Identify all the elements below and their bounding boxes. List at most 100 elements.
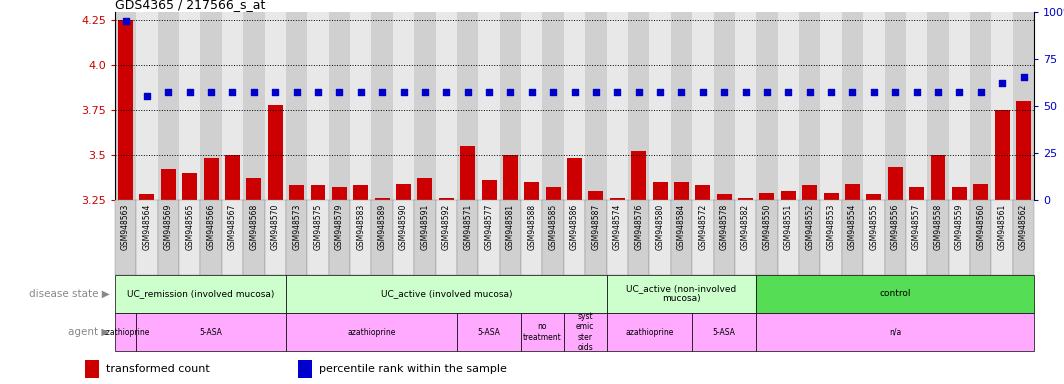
Point <box>310 89 327 96</box>
Point <box>737 89 754 96</box>
Bar <box>696 185 711 200</box>
Bar <box>1013 200 1034 275</box>
Bar <box>757 200 778 275</box>
Bar <box>585 12 606 200</box>
Text: disease state ▶: disease state ▶ <box>29 289 110 299</box>
Bar <box>757 313 1034 351</box>
Bar <box>414 12 435 200</box>
Text: GSM948563: GSM948563 <box>121 204 130 250</box>
Point <box>160 89 177 96</box>
Bar <box>307 12 329 200</box>
Bar <box>909 187 925 200</box>
Bar <box>350 12 371 200</box>
Bar <box>693 313 757 351</box>
Bar <box>802 185 817 200</box>
Point <box>352 89 369 96</box>
Point <box>225 89 242 96</box>
Bar <box>949 200 970 275</box>
Bar <box>157 12 179 200</box>
Text: UC_remission (involved mucosa): UC_remission (involved mucosa) <box>127 289 275 298</box>
Bar <box>842 200 863 275</box>
Bar <box>521 200 543 275</box>
Text: GSM948573: GSM948573 <box>293 204 301 250</box>
Bar <box>525 182 539 200</box>
Bar <box>628 200 649 275</box>
Text: n/a: n/a <box>890 328 901 337</box>
Bar <box>887 167 902 200</box>
Text: GDS4365 / 217566_s_at: GDS4365 / 217566_s_at <box>115 0 265 12</box>
Point <box>246 89 263 96</box>
Bar <box>182 173 197 200</box>
Bar <box>286 313 456 351</box>
Point <box>886 89 903 96</box>
Bar <box>863 12 884 200</box>
Text: no
treatment: no treatment <box>523 323 562 342</box>
Bar <box>952 187 967 200</box>
Text: GSM948566: GSM948566 <box>206 204 216 250</box>
Bar <box>136 313 286 351</box>
Text: GSM948580: GSM948580 <box>655 204 665 250</box>
Bar <box>905 200 928 275</box>
Bar <box>456 200 479 275</box>
Text: percentile rank within the sample: percentile rank within the sample <box>319 364 508 374</box>
Text: GSM948578: GSM948578 <box>719 204 729 250</box>
Bar <box>329 200 350 275</box>
Bar <box>757 12 778 200</box>
Bar <box>735 12 757 200</box>
Bar <box>970 12 992 200</box>
Point <box>759 89 776 96</box>
Text: azathioprine: azathioprine <box>347 328 396 337</box>
Bar <box>136 12 157 200</box>
Bar <box>221 12 244 200</box>
Bar <box>179 12 200 200</box>
Bar <box>265 200 286 275</box>
Text: GSM948554: GSM948554 <box>848 204 857 250</box>
Text: azathioprine: azathioprine <box>101 328 150 337</box>
Text: 5-ASA: 5-ASA <box>200 328 222 337</box>
Bar <box>265 12 286 200</box>
Point <box>695 89 712 96</box>
Point <box>822 89 839 96</box>
Point <box>865 89 882 96</box>
Bar <box>928 200 949 275</box>
Bar <box>778 12 799 200</box>
Bar <box>606 200 628 275</box>
Text: 5-ASA: 5-ASA <box>478 328 500 337</box>
Text: GSM948564: GSM948564 <box>143 204 151 250</box>
Bar <box>286 275 606 313</box>
Text: transformed count: transformed count <box>106 364 211 374</box>
Bar <box>842 12 863 200</box>
Point <box>267 89 284 96</box>
Bar <box>521 313 564 351</box>
Bar <box>247 178 262 200</box>
Bar <box>931 155 946 200</box>
Bar <box>179 200 200 275</box>
Point <box>416 89 433 96</box>
Bar <box>244 200 265 275</box>
Bar <box>714 12 735 200</box>
Point <box>545 89 562 96</box>
Text: GSM948591: GSM948591 <box>420 204 430 250</box>
Text: GSM948585: GSM948585 <box>549 204 558 250</box>
Text: GSM948555: GSM948555 <box>869 204 879 250</box>
Point <box>908 89 925 96</box>
Point <box>181 89 198 96</box>
Bar <box>970 200 992 275</box>
Bar <box>884 200 905 275</box>
Bar <box>115 313 136 351</box>
Bar <box>371 12 393 200</box>
Bar <box>564 200 585 275</box>
Point <box>651 89 668 96</box>
Text: GSM948586: GSM948586 <box>570 204 579 250</box>
Text: GSM948588: GSM948588 <box>528 204 536 250</box>
Text: GSM948579: GSM948579 <box>335 204 344 250</box>
Point <box>502 89 519 96</box>
Bar <box>717 194 732 200</box>
Bar <box>221 200 244 275</box>
Bar <box>482 180 497 200</box>
Point <box>288 89 305 96</box>
Text: GSM948572: GSM948572 <box>698 204 708 250</box>
Bar <box>375 198 389 200</box>
Bar <box>332 187 347 200</box>
Bar <box>500 12 521 200</box>
